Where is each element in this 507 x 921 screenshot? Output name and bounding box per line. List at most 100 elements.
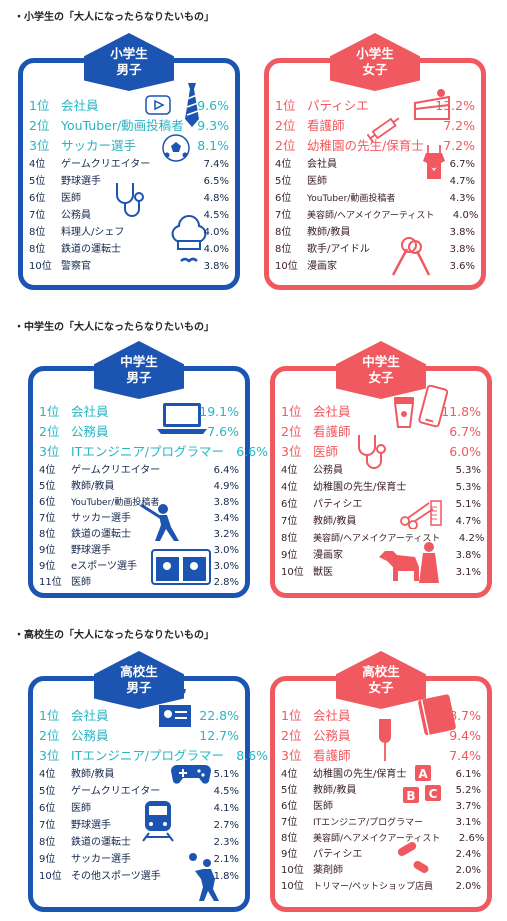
job-name: 公務員	[313, 465, 343, 476]
ranking-row: 9位 eスポーツ選手 3.0%	[39, 557, 239, 573]
percentage-value: 2.3%	[213, 837, 239, 848]
badge-grade: 高校生	[120, 664, 158, 679]
dog-vet-icon	[375, 539, 443, 585]
badge-grade: 小学生	[110, 46, 148, 61]
rank-label: 4位	[275, 159, 292, 170]
badge-middle-boys: 中学生 男子	[94, 341, 184, 399]
percentage-value: 4.8%	[203, 193, 229, 204]
chef-hat-icon	[169, 215, 209, 271]
rank-label: 8位	[275, 244, 292, 255]
ranking-row: 5位 ゲームクリエイター 4.5%	[39, 782, 239, 799]
percentage-value: 5.1%	[213, 769, 239, 780]
job-name: 医師	[313, 444, 339, 459]
percentage-value: 4.3%	[449, 193, 475, 204]
job-name: 医師	[71, 577, 91, 588]
rank-label: 8位	[281, 533, 298, 544]
ranking-row: 2位 看護師 7.2%	[275, 115, 475, 135]
job-name: 鉄道の運転士	[71, 529, 131, 540]
rank-label: 2位	[275, 118, 296, 133]
ranking-row: 8位 鉄道の運転士 3.2%	[39, 525, 239, 541]
percentage-value: 4.0%	[203, 227, 229, 238]
esports-screen-icon	[151, 549, 211, 585]
rank-label: 3位	[39, 748, 60, 763]
badge-gender: 女子	[362, 62, 388, 77]
baseball-batter-icon	[139, 501, 185, 545]
badge-elementary-boys: 小学生 男子	[84, 33, 174, 91]
ranking-row: 3位 医師 6.0%	[281, 441, 481, 461]
rank-label: 1位	[29, 98, 50, 113]
ranking-row: 8位 歌手/アイドル 3.8%	[275, 240, 475, 257]
job-name: 会社員	[313, 708, 351, 723]
job-name: ITエンジニア/プログラマー	[71, 444, 225, 459]
rank-label: 2位	[281, 424, 302, 439]
ranking-row: 6位 医師 3.7%	[281, 797, 481, 813]
job-name: パティシエ	[313, 849, 363, 860]
rank-label: 1位	[39, 708, 60, 723]
section-title-high: ・高校生の「大人になったらなりたいもの」	[14, 630, 214, 641]
ranking-row: 4位 公務員 5.3%	[281, 461, 481, 478]
rank-label: 11位	[39, 577, 62, 588]
percentage-value: 6.1%	[455, 769, 481, 780]
rank-label: 6位	[281, 499, 298, 510]
percentage-value: 6.7%	[449, 159, 475, 170]
job-name: 会社員	[71, 404, 109, 419]
percentage-value: 4.7%	[449, 176, 475, 187]
percentage-value: 12.7%	[199, 728, 239, 743]
percentage-value: 3.2%	[213, 529, 239, 540]
rank-label: 5位	[275, 176, 292, 187]
percentage-value: 5.3%	[455, 465, 481, 476]
ranking-row: 4位 幼稚園の先生/保育士 6.1%	[281, 765, 481, 781]
job-name: 鉄道の運転士	[71, 837, 131, 848]
job-name: 教師/教員	[313, 516, 357, 527]
job-name: パティシエ	[307, 98, 369, 113]
ranking-row: 10位 薬剤師 2.0%	[281, 861, 481, 877]
ranking-row: 6位 YouTuber/動画投稿者 4.3%	[275, 189, 475, 206]
ranking-row: 8位 教師/教員 3.8%	[275, 223, 475, 240]
job-name: ゲームクリエイター	[71, 786, 161, 797]
rank-label: 8位	[39, 837, 56, 848]
percentage-value: 3.7%	[455, 801, 481, 812]
percentage-value: 4.7%	[455, 516, 481, 527]
job-name: 料理人/シェフ	[61, 227, 125, 238]
rank-label: 7位	[29, 210, 46, 221]
percentage-value: 2.4%	[455, 849, 481, 860]
ranking-row: 1位 会社員 19.1%	[39, 401, 239, 421]
apron-icon	[421, 145, 447, 181]
ranking-row: 8位 料理人/シェフ 4.0%	[29, 223, 229, 240]
necktie-icon	[181, 83, 203, 129]
badge-grade: 高校生	[362, 664, 400, 679]
percentage-value: 19.1%	[199, 404, 239, 419]
percentage-value: 3.1%	[455, 567, 481, 578]
ranking-row: 9位 漫画家 3.8%	[281, 546, 481, 563]
job-name: 野球選手	[61, 176, 101, 187]
ranking-row: 3位 ITエンジニア/プログラマー 6.6%	[39, 441, 268, 461]
rank-label: 5位	[29, 176, 46, 187]
rank-label: 4位	[39, 769, 56, 780]
job-name: ゲームクリエイター	[71, 465, 161, 476]
rank-label: 6位	[39, 497, 56, 508]
badge-grade: 小学生	[356, 46, 394, 61]
stethoscope-icon	[111, 181, 149, 221]
percentage-value: 3.8%	[449, 227, 475, 238]
job-name: サッカー選手	[71, 513, 131, 524]
job-name: 獣医	[313, 567, 333, 578]
rank-label: 3位	[29, 138, 50, 153]
job-name: 教師/教員	[71, 769, 115, 780]
job-name: 医師	[61, 193, 81, 204]
rank-label: 9位	[281, 550, 298, 561]
badge-grade: 中学生	[362, 354, 400, 369]
badge-gender: 男子	[126, 680, 152, 695]
soccer-ball-icon	[161, 133, 191, 163]
ranking-row: 4位 教師/教員 5.1%	[39, 765, 239, 782]
rank-label: 8位	[29, 244, 46, 255]
ranking-row: 7位 サッカー選手 3.4%	[39, 509, 239, 525]
rank-label: 7位	[39, 820, 56, 831]
rank-label: 10位	[281, 865, 304, 876]
job-name: 会社員	[71, 708, 109, 723]
percentage-value: 3.0%	[213, 561, 239, 572]
ranking-row: 7位 ITエンジニア/プログラマー 3.1%	[281, 813, 481, 829]
percentage-value: 5.3%	[455, 482, 481, 493]
rank-label: 6位	[275, 193, 292, 204]
rank-label: 1位	[275, 98, 296, 113]
ranking-row: 2位 公務員 9.4%	[281, 725, 481, 745]
